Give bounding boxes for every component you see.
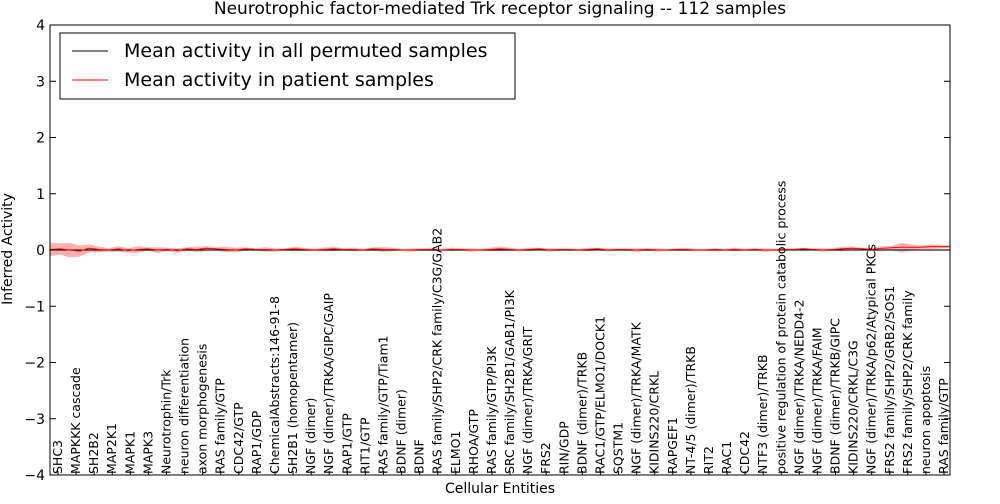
x-tick-label: CDC42/GTP — [231, 402, 246, 474]
x-tick-label: NT-4/5 (dimer)/TRKB — [683, 346, 698, 474]
x-tick-label: RAS family/GTP/PI3K — [484, 346, 499, 474]
x-tick-label: FRS2 family/SHP2/CRK family — [900, 290, 915, 474]
x-tick-label: positive regulation of protein catabolic… — [773, 181, 788, 474]
x-tick-label: neuron differentiation — [177, 338, 192, 474]
x-tick-label: RAS family/SHP2/CRK family/C3G/GAB2 — [430, 228, 445, 474]
x-tick-label: BDNF (dimer)/TRKB/GIPC — [828, 318, 843, 474]
x-tick-label: NGF (dimer)/TRKA/GRIT — [520, 326, 535, 474]
x-tick-label: NGF (dimer)/TRKA/NEDD4-2 — [791, 299, 806, 474]
x-tick-label: axon morphogenesis — [195, 344, 210, 474]
x-tick-label: SHC3 — [50, 440, 65, 474]
x-tick-label: MAPK3 — [140, 431, 155, 474]
chart-title: Neurotrophic factor-mediated Trk recepto… — [214, 0, 786, 19]
plot-frame — [49, 24, 951, 476]
x-tick-label: MAP2K1 — [104, 423, 119, 474]
y-tick-label: −1 — [24, 299, 45, 315]
y-tick-label: 4 — [36, 18, 45, 34]
x-tick-label: NGF (dimer)/TRKA/FAIM — [809, 327, 824, 474]
y-tick-label: 3 — [36, 74, 45, 90]
x-tick-label: NGF (dimer)/TRKA/MATK — [629, 321, 644, 474]
x-tick-label: NGF (dimer) — [303, 398, 318, 474]
x-axis-label: Cellular Entities — [445, 481, 555, 497]
legend-label-permuted: Mean activity in all permuted samples — [124, 40, 487, 62]
y-tick-label: 0 — [36, 243, 45, 259]
x-tick-label: BDNF (dimer) — [394, 389, 409, 474]
x-tick-label: SH2B2 — [86, 432, 101, 474]
x-tick-label: KIDINS220/CRKL/C3G — [846, 340, 861, 474]
legend: Mean activity in all permuted samples Me… — [59, 32, 516, 100]
x-tick-label: RAS family/GTP — [936, 378, 951, 474]
x-tick-label: RAP1/GTP — [339, 413, 354, 474]
x-tick-label: RAC1 — [719, 441, 734, 474]
x-tick-label: RAP1/GDP — [249, 410, 264, 474]
x-tick-label: SQSTM1 — [611, 422, 626, 474]
x-tick-label: RHOA/GTP — [466, 409, 481, 474]
x-tick-label: BDNF (dimer)/TRKB — [574, 352, 589, 474]
y-tick-label: 2 — [36, 131, 45, 147]
x-tick-label: MAPK1 — [122, 431, 137, 474]
x-tick-labels: SHC3 MAPKKK cascade SH2B2 MAP2K1 MAPK1 MAPK3 N… — [50, 181, 951, 475]
x-tick-label: BDNF — [412, 439, 427, 474]
y-tick-label: −4 — [24, 468, 45, 484]
x-tick-label: RAS family/GTP/Tiam1 — [375, 335, 390, 474]
y-axis-label: Inferred Activity — [0, 193, 16, 305]
legend-box — [59, 32, 516, 100]
x-tick-label: NTF3 (dimer)/TRKB — [755, 354, 770, 474]
y-tick-label: −2 — [24, 356, 45, 372]
x-tick-label: ChemicalAbstracts:146-91-8 — [267, 296, 282, 474]
x-tick-label: NGF (dimer)/TRKA/GIPC/GAIP — [321, 293, 336, 474]
series-line-patient — [49, 246, 950, 252]
x-tick-label: RAPGEF1 — [665, 417, 680, 474]
x-tick-label: FRS2 family/SHP2/GRB2/SOS1 — [882, 286, 897, 474]
x-tick-label: SH2B1 (homopentamer) — [285, 322, 300, 474]
x-tick-label: Neurotrophin/Trk — [158, 369, 173, 474]
lines-layer — [49, 246, 950, 252]
x-tick-label: ELMO1 — [448, 431, 463, 474]
x-tick-label: CDC42 — [737, 431, 752, 474]
x-tick-label: RAC1/GTP/ELMO1/DOCK1 — [592, 316, 607, 474]
y-tick-label: −3 — [24, 412, 45, 428]
x-tick-label: neuron apoptosis — [918, 366, 933, 474]
x-tick-label: RAS family/GTP — [213, 378, 228, 474]
x-tick-label: KIDINS220/CRKL — [647, 371, 662, 474]
x-tick-label: NGF (dimer)/TRKA/p62/Atypical PKCs — [864, 244, 879, 474]
x-tick-label: SRC family/SH2B1/GAB1/PI3K — [502, 289, 517, 474]
legend-label-patient: Mean activity in patient samples — [124, 69, 434, 91]
x-tick-label: MAPKKK cascade — [68, 367, 83, 474]
y-tick-label: 1 — [36, 187, 45, 203]
x-tick-label: RIT1/GTP — [357, 417, 372, 474]
x-tick-label: FRS2 — [538, 442, 553, 474]
x-tick-label: RIT2 — [701, 446, 716, 474]
y-ticks: −4 −3 −2 −1 0 1 2 3 4 — [24, 18, 950, 484]
x-tick-label: RIN/GDP — [556, 421, 571, 474]
